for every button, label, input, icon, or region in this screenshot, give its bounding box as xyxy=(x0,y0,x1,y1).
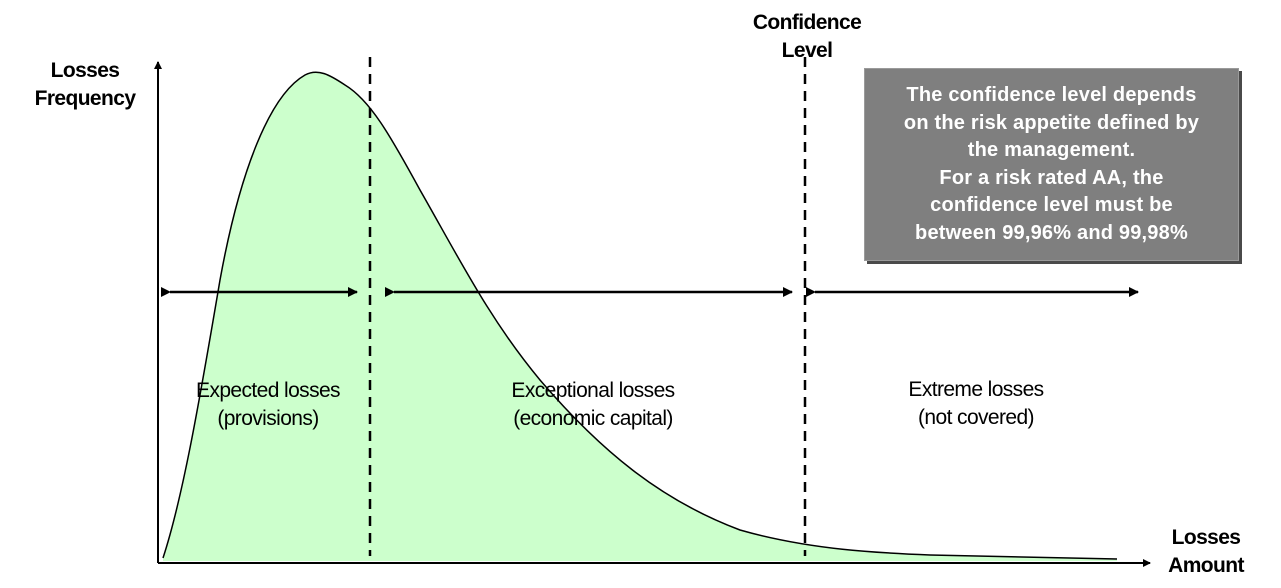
loss-distribution-curve xyxy=(163,72,1117,561)
x-axis-label: Losses Amount xyxy=(1168,526,1244,577)
confidence-level-label: Confidence Level xyxy=(752,11,862,62)
expected-losses-label: Expected losses (provisions) xyxy=(196,379,341,430)
confidence-note-text: The confidence level depends on the risk… xyxy=(903,84,1200,244)
loss-distribution-curve-outline xyxy=(162,71,1118,560)
exceptional-losses-label: Exceptional losses (economic capital) xyxy=(511,379,675,430)
confidence-note-box: The confidence level depends on the risk… xyxy=(864,68,1239,261)
extreme-losses-label: Extreme losses (not covered) xyxy=(908,378,1044,429)
y-axis-label: Losses Frequency xyxy=(34,59,136,110)
